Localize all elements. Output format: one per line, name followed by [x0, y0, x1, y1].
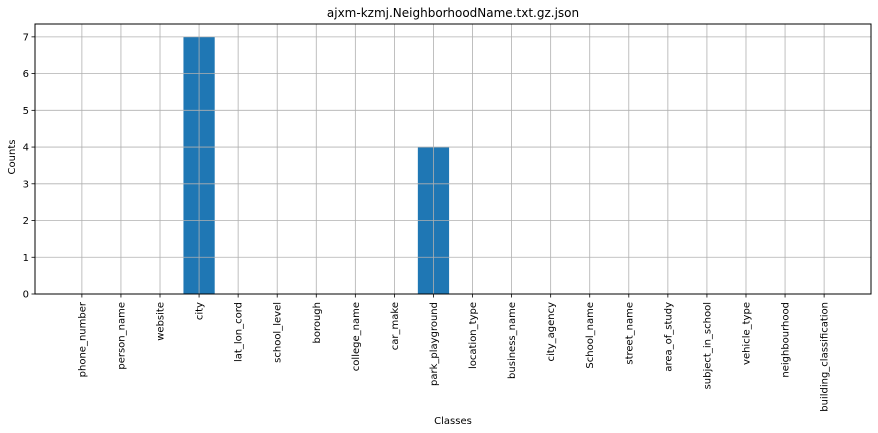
- x-tick-label: college_name: [351, 302, 362, 371]
- y-tick-label: 5: [23, 106, 29, 117]
- x-tick-label: area_of_study: [663, 302, 674, 372]
- x-tick-label: website: [156, 302, 167, 341]
- x-tick-label: neighbourhood: [781, 302, 792, 378]
- x-tick-label: borough: [312, 302, 323, 344]
- x-tick-label: building_classification: [820, 302, 831, 412]
- chart-title: ajxm-kzmj.NeighborhoodName.txt.gz.json: [327, 6, 579, 20]
- y-tick-label: 7: [23, 32, 29, 43]
- y-tick-label: 3: [23, 179, 29, 190]
- y-tick-label: 6: [23, 69, 29, 80]
- y-axis-label: Counts: [7, 140, 18, 175]
- x-tick-label: business_name: [507, 302, 518, 379]
- x-tick-label: street_name: [624, 302, 635, 365]
- x-tick-label: park_playground: [429, 302, 440, 386]
- y-axis-ticks: 0 1 2 3 4 5 6 7: [23, 32, 35, 301]
- x-tick-label: vehicle_type: [741, 302, 752, 365]
- x-tick-label: city: [195, 302, 206, 320]
- x-tick-label: car_make: [390, 302, 401, 350]
- y-tick-label: 4: [23, 143, 29, 154]
- plot-area-frame: [34, 23, 872, 295]
- x-axis-ticks: phone_number person_name website city lat_lo…: [77, 294, 831, 412]
- y-tick-label: 1: [23, 253, 29, 264]
- x-tick-label: person_name: [116, 302, 127, 370]
- x-tick-label: School_name: [585, 302, 596, 369]
- y-tick-label: 2: [23, 216, 29, 227]
- x-tick-label: subject_in_school: [702, 302, 713, 389]
- x-tick-label: lat_lon_cord: [234, 302, 245, 362]
- grid-lines: [35, 24, 871, 295]
- x-tick-label: school_level: [273, 302, 284, 363]
- x-tick-label: phone_number: [77, 301, 88, 377]
- x-tick-label: city_agency: [546, 302, 557, 362]
- x-tick-label: location_type: [468, 302, 479, 369]
- x-axis-label: Classes: [434, 416, 472, 427]
- y-tick-label: 0: [23, 290, 29, 301]
